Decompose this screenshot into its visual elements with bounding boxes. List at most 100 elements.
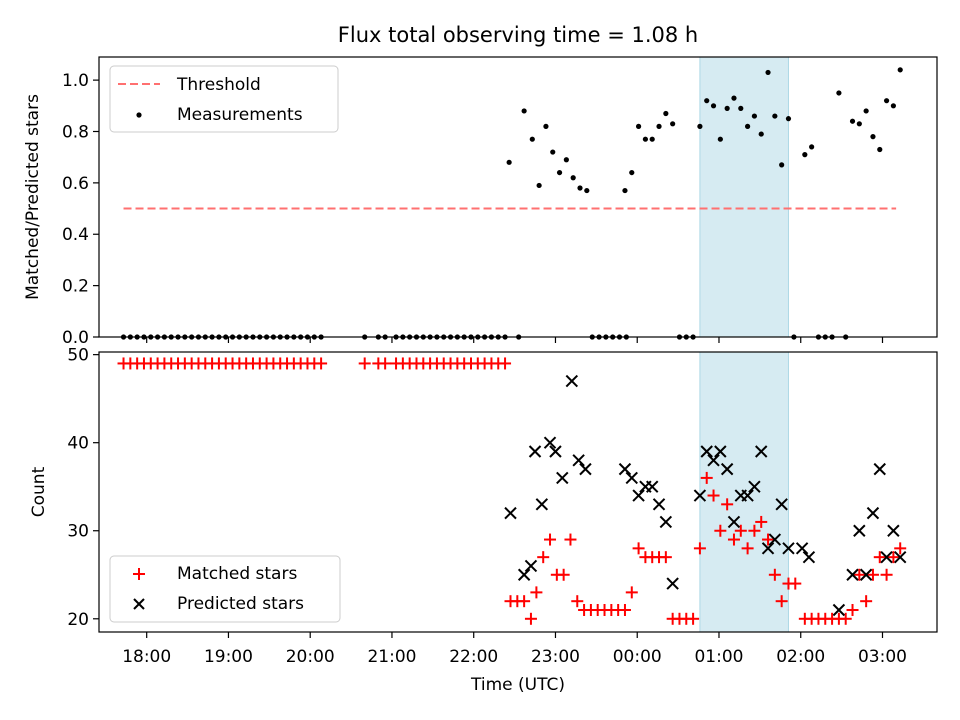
predicted-star-point	[700, 445, 713, 458]
matched-star-point	[687, 612, 700, 625]
predicted-star-point	[775, 498, 788, 511]
predicted-star-point	[632, 489, 645, 502]
matched-star-point	[846, 603, 859, 616]
y-tick-label: 40	[67, 434, 89, 454]
measurement-point	[772, 113, 778, 119]
predicted-star-point	[549, 445, 562, 458]
y-tick-label: 20	[67, 610, 89, 630]
matched-star-point	[741, 542, 754, 555]
predicted-star-point	[543, 436, 557, 449]
measurement-point	[556, 169, 563, 176]
matched-star-point	[839, 612, 852, 625]
bottom-legend-box	[109, 555, 341, 623]
x-tick-label: 18:00	[122, 647, 171, 667]
y-tick-label: 50	[67, 346, 89, 366]
matched-star-point	[379, 357, 392, 370]
measurement-point	[642, 136, 649, 142]
shaded-observing-window	[699, 57, 789, 337]
measurement-point	[897, 67, 903, 73]
measurement-point	[570, 175, 576, 181]
top-legend-box	[109, 65, 339, 133]
measurement-point	[704, 98, 710, 104]
measurement-point	[717, 136, 723, 142]
predicted-star-point	[504, 506, 517, 520]
matched-star-point	[880, 568, 893, 581]
predicted-star-point	[524, 559, 538, 573]
x-tick-label: 19:00	[204, 647, 253, 667]
measurement-point	[536, 182, 542, 189]
matched-star-point	[866, 568, 879, 581]
matched-star-point	[721, 498, 734, 511]
measurement-point	[724, 105, 730, 111]
predicted-star-point	[714, 445, 727, 458]
measurement-point	[506, 159, 512, 165]
predicted-star-point	[880, 550, 893, 564]
predicted-star-point	[768, 533, 782, 546]
measurement-point	[710, 103, 717, 109]
predicted-star-point	[579, 462, 592, 476]
predicted-star-point	[517, 568, 531, 581]
legend-matched-swatch	[133, 568, 145, 580]
measurement-point	[863, 108, 869, 114]
top-legend: Threshold Measurements	[109, 65, 339, 133]
predicted-star-point	[565, 374, 579, 388]
x-tick-label: 01:00	[694, 647, 743, 667]
matched-star-point	[564, 533, 577, 546]
bottom-y-axis-ticks: 20 30 40 50	[67, 346, 99, 630]
predicted-star-point	[528, 445, 542, 458]
predicted-star-point	[894, 550, 907, 564]
matched-star-point	[571, 595, 584, 608]
measurement-point	[809, 144, 815, 150]
matched-star-point	[748, 524, 761, 537]
matched-star-point	[860, 595, 873, 608]
predicted-star-point	[659, 515, 673, 529]
measurement-point	[550, 149, 556, 155]
predicted-star-point	[866, 506, 880, 520]
matched-star-point	[853, 568, 866, 581]
x-tick-label: 20:00	[286, 647, 335, 667]
predicted-star-point	[652, 498, 666, 511]
matched-star-point	[894, 542, 907, 555]
predicted-star-point	[795, 542, 809, 555]
matched-star-point	[707, 489, 720, 502]
predicted-star-point	[748, 480, 761, 493]
measurement-point	[751, 113, 758, 119]
bottom-x-axis-ticks: 18:00 19:00 20:00 21:00 22:00 23:00 00:00 01:00…	[122, 632, 907, 667]
predicted-star-point	[693, 489, 707, 502]
legend-predicted-label: Predicted stars	[177, 594, 304, 614]
legend-matched-label: Matched stars	[177, 564, 297, 584]
legend-predicted-swatch	[133, 598, 145, 610]
bottom-y-axis-label: Count	[29, 466, 49, 517]
matched-star-point	[537, 551, 550, 564]
measurement-point	[883, 98, 890, 104]
measurement-point	[731, 95, 737, 101]
bottom-panel: 20 30 40 50 18:00 19:00 20:00 21:00 22:00 23:00 0…	[29, 346, 938, 695]
predicted-star-point	[727, 515, 741, 529]
matched-star-point	[358, 357, 371, 370]
measurement-point	[584, 187, 590, 194]
measurement-point	[563, 157, 569, 163]
legend-measurements-label: Measurements	[177, 105, 303, 125]
top-x-axis-ticks	[146, 337, 884, 343]
chart-title: Flux total observing time = 1.08 h	[338, 23, 698, 47]
predicted-star-point	[887, 524, 900, 537]
measurement-point	[890, 103, 896, 109]
matched-star-point	[544, 533, 557, 546]
matched-star-point	[518, 595, 531, 608]
measurement-point	[779, 162, 785, 168]
matched-star-point	[700, 471, 713, 484]
measurement-point	[877, 146, 883, 153]
x-axis-label: Time (UTC)	[470, 675, 565, 695]
top-y-axis-label: Matched/Predicted stars	[23, 94, 43, 300]
matched-star-point	[873, 551, 886, 564]
measurement-point	[785, 116, 792, 122]
top-measurements-layer	[120, 67, 903, 340]
predicted-star-point	[741, 489, 754, 502]
measurement-point	[670, 121, 676, 127]
bottom-predicted-layer	[504, 374, 907, 617]
measurement-point	[744, 123, 751, 129]
matched-star-point	[775, 595, 788, 608]
matched-star-point	[315, 357, 328, 370]
measurement-point	[543, 123, 549, 129]
